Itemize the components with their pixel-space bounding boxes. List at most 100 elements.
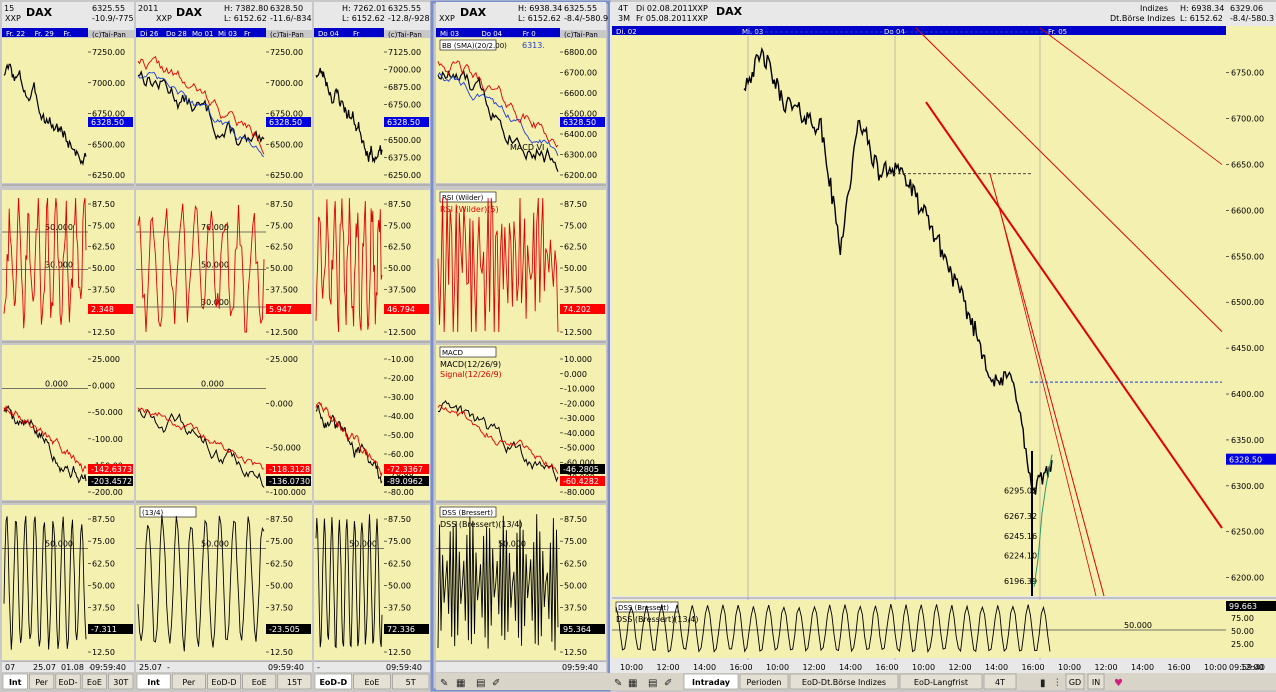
main-tab-eod-langfrist[interactable]: EoD-Langfrist	[899, 673, 983, 690]
tab-label[interactable]: EoE	[87, 678, 102, 687]
grid-icon[interactable]: ▦	[456, 678, 465, 689]
table-icon[interactable]: ▤	[476, 678, 485, 689]
tab-label[interactable]: EoD-Langfrist	[914, 678, 968, 687]
main-tab-eod-dt-b-rse-indizes[interactable]: EoD-Dt.Börse Indizes	[789, 673, 899, 690]
tab-shape[interactable]	[81, 673, 107, 690]
tab-shape[interactable]	[171, 673, 206, 690]
tab-shape[interactable]	[242, 673, 277, 690]
tab-label[interactable]: Per	[182, 678, 195, 687]
tab-shape[interactable]	[55, 673, 81, 690]
tab-label[interactable]: EoD-D	[211, 678, 236, 687]
tab-label[interactable]: Int	[9, 678, 22, 687]
pin-icon[interactable]: ✎	[614, 678, 622, 689]
heart-icon[interactable]: ♥	[1114, 678, 1123, 689]
main-tab-gd[interactable]: GD	[1065, 673, 1085, 690]
tab-int[interactable]: Int	[136, 673, 171, 690]
tab-shape[interactable]	[108, 673, 134, 690]
main-tab-intraday[interactable]: Intraday	[683, 673, 739, 690]
indicator-title-box[interactable]	[139, 506, 197, 518]
axis-tick: 62.50	[388, 559, 411, 568]
indicator-title-box[interactable]	[439, 346, 497, 358]
tab-shape[interactable]	[983, 673, 1017, 690]
tab-per[interactable]: Per	[29, 673, 55, 690]
last-price-label: 6328.50	[1229, 456, 1262, 465]
tab-eoe[interactable]: EoE	[81, 673, 107, 690]
indicator-title-box[interactable]	[439, 191, 497, 203]
candle-icon[interactable]: ▮	[1040, 678, 1046, 689]
axis-tick: 6750.00	[270, 110, 303, 119]
indicator-title-box[interactable]	[439, 506, 497, 518]
tab-label[interactable]: 4T	[995, 678, 1005, 687]
indicator-section-4: 87.5075.0062.5050.0037.5025.0012.5050.00…	[2, 505, 134, 663]
indicator-title-box[interactable]	[439, 39, 497, 51]
tab-shape[interactable]	[1065, 673, 1085, 690]
tab-shape[interactable]	[2, 673, 28, 690]
tab-label[interactable]: EoD-D	[319, 678, 347, 687]
tab-shape[interactable]	[207, 673, 241, 690]
tab-eoe[interactable]: EoE	[353, 673, 391, 690]
tab-label[interactable]: Perioden	[747, 678, 782, 687]
tab-label[interactable]: 15T	[287, 678, 302, 687]
tab-label[interactable]: EoD-Dt.Börse Indizes	[802, 678, 886, 687]
axis-tick: 12.50	[92, 328, 115, 337]
tab-shape[interactable]	[392, 673, 430, 690]
tab-shape[interactable]	[277, 673, 312, 690]
tab-int[interactable]: Int	[2, 673, 28, 690]
pencil-icon[interactable]: ✐	[664, 678, 672, 689]
grid-icon[interactable]: ▦	[628, 678, 637, 689]
bar-icon[interactable]: ⫶	[1056, 678, 1059, 689]
tab-30t[interactable]: 30T	[108, 673, 134, 690]
trend-line-outer	[1039, 27, 1223, 165]
tab-label[interactable]: Intraday	[692, 678, 731, 687]
axis-tick: 62.50	[270, 559, 293, 568]
main-tab-in[interactable]: IN	[1087, 673, 1105, 690]
tab-shape[interactable]	[136, 673, 171, 690]
tab-label[interactable]: Per	[35, 678, 48, 687]
indicator-title: (13/4)	[142, 509, 163, 517]
last-value-badge	[560, 476, 605, 486]
panel-header-value: L: 6152.62	[224, 14, 267, 23]
tab-shape[interactable]	[899, 673, 983, 690]
tab-label[interactable]: EoD-	[59, 678, 78, 687]
tab-label[interactable]: 5T	[406, 678, 416, 687]
last-value-badge	[88, 304, 133, 314]
indicator-subtitle: MACD(12/26/9)	[440, 360, 501, 369]
date-from: Di 02.08.2011	[636, 4, 693, 13]
tab-label[interactable]: GD	[1069, 678, 1081, 687]
pin-icon[interactable]: ✎	[440, 678, 448, 689]
main-time-label: 12:00	[803, 663, 826, 672]
tab-15t[interactable]: 15T	[277, 673, 312, 690]
tab-shape[interactable]	[739, 673, 789, 690]
tab-label[interactable]: IN	[1092, 678, 1100, 687]
tab-eoe[interactable]: EoE	[242, 673, 277, 690]
axis-tick: 12.50	[564, 648, 587, 657]
main-tab-4t[interactable]: 4T	[983, 673, 1017, 690]
last-value-label: 95.364	[563, 625, 591, 634]
tab-5t[interactable]: 5T	[392, 673, 430, 690]
tab-shape[interactable]	[29, 673, 55, 690]
tab-eod-d[interactable]: EoD-D	[207, 673, 241, 690]
tab-per[interactable]: Per	[171, 673, 206, 690]
axis-tick: 50.00	[92, 264, 115, 273]
table-icon[interactable]: ▤	[648, 678, 657, 689]
tab-shape[interactable]	[353, 673, 391, 690]
last-value-label: -60.4282	[563, 477, 599, 486]
tab-shape[interactable]	[314, 673, 352, 690]
tab-eod-d[interactable]: EoD-D	[314, 673, 352, 690]
main-tab-perioden[interactable]: Perioden	[739, 673, 789, 690]
axis-area	[266, 345, 312, 500]
tab-label[interactable]: Int	[147, 678, 160, 687]
indicator-section-3: 25.0000.000-50.000-100.00-150.00-200.000…	[2, 345, 134, 503]
tab-label[interactable]: 30T	[113, 678, 128, 687]
tab-shape[interactable]	[789, 673, 899, 690]
date-tag: Do 28	[166, 30, 187, 38]
pencil-icon[interactable]: ✐	[492, 678, 500, 689]
tab-shape[interactable]	[1087, 673, 1105, 690]
last-value-badge	[266, 624, 311, 634]
tab-shape[interactable]	[683, 673, 739, 690]
tab-label[interactable]: EoE	[252, 678, 267, 687]
axis-tick: 37.500	[270, 285, 298, 294]
tab-eod-[interactable]: EoD-	[55, 673, 81, 690]
tab-label[interactable]: EoE	[364, 678, 379, 687]
